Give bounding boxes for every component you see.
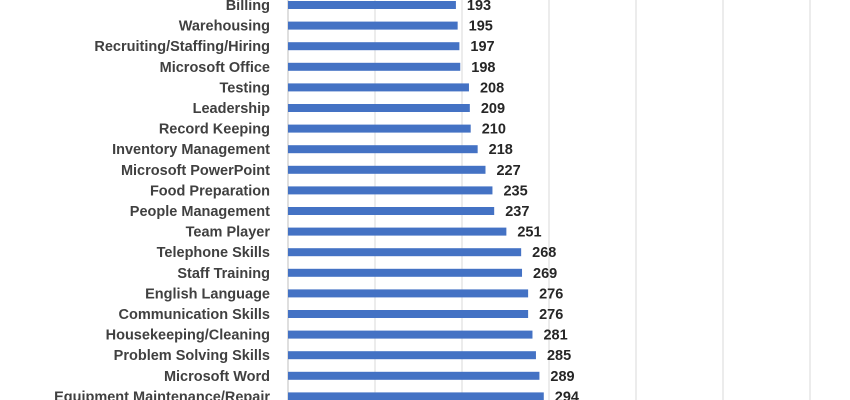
data-label: 208 — [480, 80, 504, 96]
bars — [288, 1, 544, 400]
category-label: Record Keeping — [159, 122, 270, 138]
data-label: 198 — [471, 60, 495, 76]
category-label: Testing — [220, 80, 270, 96]
bar — [288, 392, 544, 400]
bar — [288, 21, 458, 30]
bar — [288, 289, 529, 298]
category-label: English Language — [145, 286, 270, 302]
category-label: Inventory Management — [112, 142, 270, 158]
bar — [288, 371, 540, 380]
category-label: Housekeeping/Cleaning — [106, 328, 270, 344]
data-label: 227 — [496, 163, 520, 179]
data-label: 276 — [539, 286, 563, 302]
bar — [288, 268, 523, 277]
data-label: 218 — [489, 142, 513, 158]
data-label: 269 — [533, 266, 557, 282]
category-label: Billing — [226, 0, 270, 14]
bar — [288, 310, 529, 318]
data-label: 268 — [532, 245, 556, 261]
category-label: Recruiting/Staffing/Hiring — [94, 39, 270, 55]
category-label: Leadership — [193, 101, 270, 117]
category-label: Food Preparation — [150, 183, 270, 199]
category-label: Communication Skills — [119, 307, 270, 323]
bar — [288, 186, 493, 195]
bar — [288, 248, 522, 257]
bar — [288, 124, 471, 133]
bar — [288, 83, 469, 92]
bar — [288, 42, 460, 51]
bar — [288, 227, 507, 236]
data-label: 195 — [469, 19, 493, 35]
data-label: 193 — [467, 0, 491, 14]
data-label: 251 — [517, 225, 541, 241]
data-label: 237 — [505, 204, 529, 220]
data-labels: 193 195 197 198 208 209 210 218 227 235 237 251 268 2… — [467, 0, 579, 400]
data-label: 235 — [503, 183, 527, 199]
bar — [288, 1, 456, 9]
data-label: 289 — [550, 369, 574, 385]
category-label: Microsoft PowerPoint — [121, 163, 270, 179]
category-label: Telephone Skills — [157, 245, 270, 261]
category-label: Equipment Maintenance/Repair — [54, 389, 270, 400]
bar — [288, 104, 470, 112]
category-label: People Management — [130, 204, 270, 220]
category-label: Warehousing — [179, 19, 270, 35]
data-label: 281 — [543, 328, 567, 344]
bar — [288, 207, 495, 215]
category-label: Problem Solving Skills — [114, 348, 270, 364]
bar — [288, 330, 533, 339]
data-label: 276 — [539, 307, 563, 323]
bar — [288, 165, 486, 174]
data-label: 294 — [555, 389, 579, 400]
category-label: Staff Training — [177, 266, 270, 282]
category-label: Microsoft Office — [160, 60, 270, 76]
data-label: 209 — [481, 101, 505, 117]
category-label: Team Player — [186, 225, 271, 241]
bar — [288, 351, 536, 360]
data-label: 197 — [470, 39, 494, 55]
bar — [288, 145, 478, 154]
data-label: 285 — [547, 348, 571, 364]
category-labels: Billing Warehousing Recruiting/Staffing/Hi… — [54, 0, 270, 400]
data-label: 210 — [482, 122, 506, 138]
bar — [288, 62, 461, 71]
category-label: Microsoft Word — [164, 369, 270, 385]
